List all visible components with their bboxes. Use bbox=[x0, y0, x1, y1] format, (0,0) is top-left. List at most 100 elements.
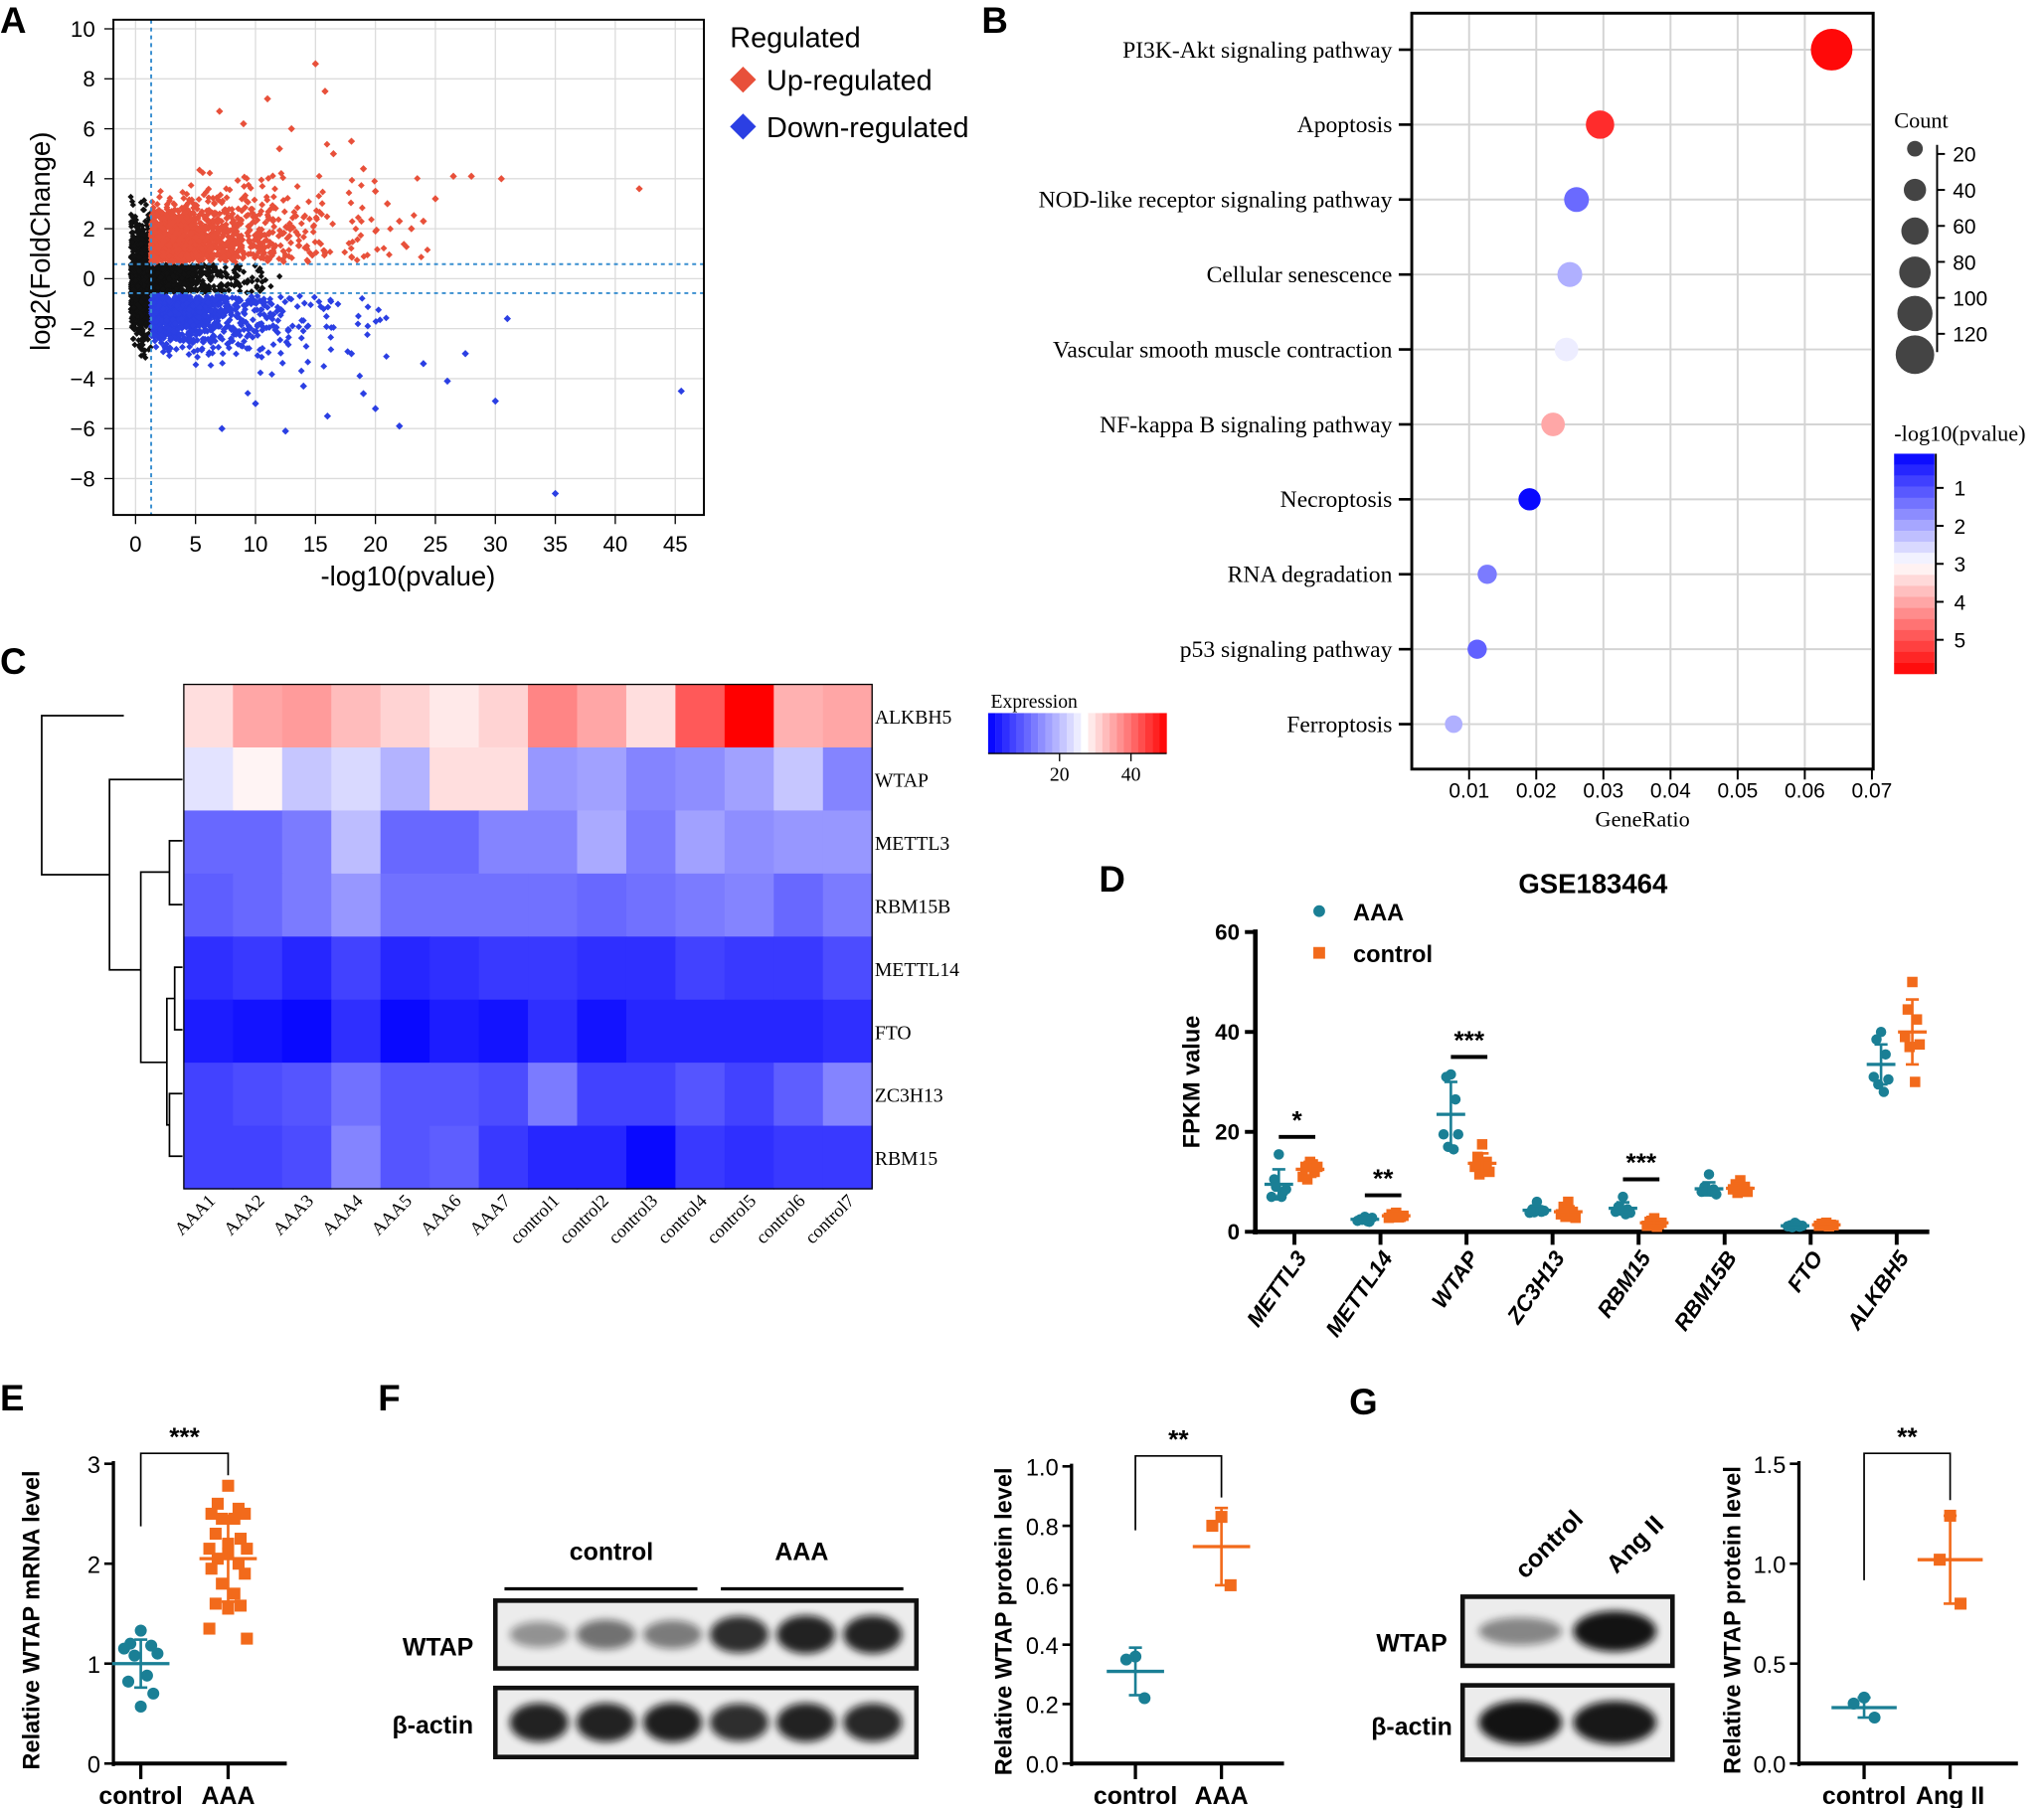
volcano-point bbox=[293, 204, 301, 212]
volcano-point bbox=[216, 271, 224, 279]
volcano-point bbox=[320, 251, 328, 259]
blot-band bbox=[710, 1615, 769, 1654]
volcano-point bbox=[266, 295, 274, 303]
heatmap-cell bbox=[380, 1063, 430, 1127]
volcano-point bbox=[192, 265, 199, 273]
pathway-dot bbox=[1586, 110, 1615, 139]
volcano-point bbox=[443, 377, 451, 386]
expression-colorbar-step bbox=[1052, 713, 1060, 754]
volcano-point bbox=[152, 318, 160, 326]
volcano-point bbox=[279, 247, 287, 254]
y-tick-label: 0.0 bbox=[1754, 1752, 1787, 1778]
x-tick-label: 0.03 bbox=[1583, 780, 1623, 803]
volcano-point bbox=[312, 248, 320, 256]
expression-colorbar-step bbox=[1144, 713, 1153, 754]
volcano-point bbox=[275, 254, 283, 262]
heatmap-cell bbox=[675, 746, 726, 812]
data-point-circle bbox=[1868, 1711, 1881, 1725]
volcano-point bbox=[347, 350, 356, 358]
pvalue-legend-label: 1 bbox=[1955, 478, 1966, 501]
volcano-point bbox=[257, 298, 265, 306]
blot-band bbox=[1573, 1701, 1657, 1744]
significance-bracket bbox=[1134, 1454, 1223, 1531]
count-legend-dot bbox=[1899, 256, 1932, 288]
heatmap-cell bbox=[331, 873, 382, 937]
volcano-point bbox=[159, 252, 167, 260]
volcano-point bbox=[133, 224, 140, 231]
volcano-point bbox=[326, 248, 334, 255]
volcano-point bbox=[311, 60, 319, 68]
heatmap-cell bbox=[281, 873, 332, 937]
heatmap-cell bbox=[331, 810, 382, 875]
volcano-point bbox=[347, 199, 355, 207]
volcano-point bbox=[187, 182, 195, 189]
volcano-point bbox=[160, 238, 168, 246]
data-point-circle bbox=[1274, 1149, 1284, 1160]
heatmap-cell bbox=[331, 936, 382, 1001]
volcano-point bbox=[273, 303, 281, 311]
volcano-point bbox=[323, 213, 331, 221]
heatmap-cell bbox=[724, 873, 774, 937]
y-tick-label: 4 bbox=[83, 167, 94, 192]
pathway-label: NOD-like receptor signaling pathway bbox=[1039, 188, 1393, 214]
volcano-point bbox=[256, 247, 262, 255]
y-tick-label: 0.6 bbox=[1026, 1574, 1059, 1600]
heatmap-cell bbox=[281, 1063, 332, 1127]
data-point-circle bbox=[147, 1687, 160, 1700]
heatmap-cell bbox=[625, 810, 677, 875]
volcano-point bbox=[228, 305, 236, 313]
data-point-square bbox=[209, 1528, 222, 1541]
expression-colorbar-step bbox=[1123, 713, 1131, 754]
volcano-point bbox=[321, 87, 329, 95]
heatmap-cell bbox=[675, 873, 726, 937]
volcano-point bbox=[239, 254, 247, 262]
volcano-point bbox=[360, 252, 368, 260]
volcano-point bbox=[278, 307, 286, 315]
heatmap-cell bbox=[773, 1125, 824, 1190]
volcano-point bbox=[223, 282, 230, 289]
pathway-dot bbox=[1477, 565, 1497, 584]
pvalue-colorbar-step bbox=[1894, 486, 1935, 498]
heatmap-cell bbox=[429, 999, 480, 1064]
pvalue-colorbar-step bbox=[1894, 475, 1935, 487]
volcano-point bbox=[135, 253, 142, 260]
x-tick-label: 0.06 bbox=[1785, 780, 1825, 803]
heatmap-cell bbox=[577, 873, 627, 937]
y-tick-label: 1.0 bbox=[1026, 1455, 1059, 1481]
volcano-point bbox=[273, 329, 281, 337]
volcano-point bbox=[264, 243, 272, 250]
count-legend-label: 20 bbox=[1953, 144, 1975, 167]
data-point-square bbox=[209, 1597, 222, 1610]
volcano-point bbox=[259, 247, 266, 255]
data-point-square bbox=[1899, 1032, 1911, 1043]
volcano-point bbox=[221, 247, 229, 254]
x-tick-label: 45 bbox=[663, 532, 688, 557]
volcano-point bbox=[244, 333, 251, 340]
significance-stars: ** bbox=[1168, 1424, 1189, 1454]
volcano-point bbox=[186, 244, 194, 251]
volcano-point bbox=[273, 307, 280, 315]
volcano-point bbox=[194, 353, 201, 361]
volcano-point bbox=[141, 255, 149, 262]
pathway-label: Ferroptosis bbox=[1286, 712, 1392, 738]
data-point-square bbox=[241, 1632, 254, 1645]
expression-colorbar-step bbox=[1038, 713, 1046, 754]
volcano-point bbox=[142, 201, 150, 209]
y-tick-label: 0.5 bbox=[1754, 1653, 1787, 1679]
heatmap-cell bbox=[331, 1125, 382, 1190]
volcano-point bbox=[195, 322, 203, 330]
volcano-point bbox=[172, 273, 180, 280]
expression-colorbar-step bbox=[1016, 713, 1024, 754]
heatmap-cell bbox=[380, 936, 430, 1001]
blot-band bbox=[576, 1619, 635, 1650]
y-tick-label: 0.8 bbox=[1026, 1515, 1059, 1541]
volcano-point bbox=[128, 221, 135, 228]
volcano-point bbox=[164, 287, 171, 294]
pvalue-colorbar-step bbox=[1894, 531, 1935, 543]
volcano-point bbox=[254, 284, 260, 291]
volcano-point bbox=[387, 225, 395, 233]
volcano-point bbox=[204, 298, 212, 306]
heatmap-cell bbox=[233, 873, 283, 937]
